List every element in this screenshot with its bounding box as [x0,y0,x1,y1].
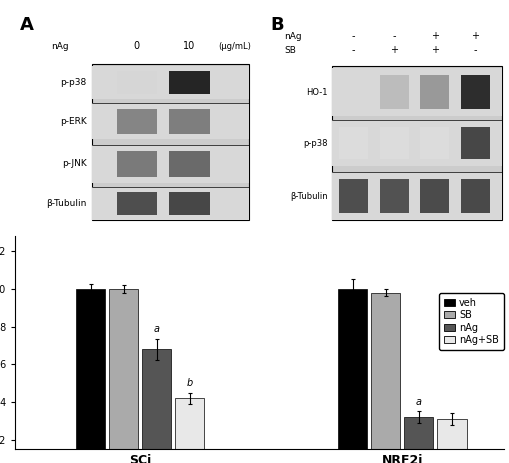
Bar [420,180,449,213]
Bar [92,187,249,220]
Bar [117,192,157,215]
Bar [109,289,138,463]
Bar [143,349,172,463]
Bar [340,75,368,109]
Text: 0: 0 [134,41,140,51]
Text: B: B [270,16,284,34]
Bar [332,68,501,116]
Bar [92,66,249,99]
Bar [176,398,205,463]
Text: nAg: nAg [51,42,69,51]
Text: -: - [473,45,477,56]
Bar [169,109,210,134]
Text: p-JNK: p-JNK [62,159,87,169]
Bar [332,66,501,220]
Text: β-Tubulin: β-Tubulin [46,199,87,208]
Bar [332,172,501,220]
Text: β-Tubulin: β-Tubulin [290,192,327,200]
Bar [380,75,409,109]
Text: p-p38: p-p38 [61,78,87,87]
Text: +: + [471,31,479,41]
Text: a: a [154,324,160,334]
Bar [338,289,367,463]
Text: -: - [392,31,396,41]
Bar [332,120,501,166]
Bar [420,127,449,159]
Text: +: + [390,45,398,56]
Bar [380,180,409,213]
Bar [420,75,449,109]
Bar [461,180,490,213]
Bar [372,293,401,463]
Bar [76,289,105,463]
Text: (μg/mL): (μg/mL) [218,42,251,51]
Bar [117,71,157,94]
Bar [169,71,210,94]
Text: p-p38: p-p38 [303,138,327,148]
Bar [92,103,249,139]
Bar [340,127,368,159]
Legend: veh, SB, nAg, nAg+SB: veh, SB, nAg, nAg+SB [439,293,504,350]
Bar [404,417,434,463]
Text: -: - [352,45,355,56]
Text: +: + [431,31,439,41]
Text: +: + [431,45,439,56]
Bar [461,75,490,109]
Bar [169,192,210,215]
Bar [437,419,467,463]
Bar [92,64,249,220]
Bar [461,127,490,159]
Text: b: b [187,378,193,388]
Bar [340,180,368,213]
Bar [92,145,249,182]
Text: HO-1: HO-1 [306,88,327,96]
Text: SB: SB [285,46,297,56]
Text: A: A [20,16,34,34]
Bar [380,127,409,159]
Bar [117,109,157,134]
Text: nAg: nAg [285,32,302,41]
Text: p-ERK: p-ERK [60,117,87,125]
Bar [117,151,157,177]
Bar [169,151,210,177]
Text: -: - [352,31,355,41]
Text: a: a [416,397,422,407]
Text: 10: 10 [183,41,195,51]
